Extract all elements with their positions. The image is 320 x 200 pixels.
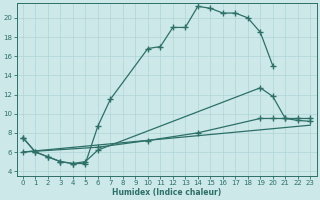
X-axis label: Humidex (Indice chaleur): Humidex (Indice chaleur) — [112, 188, 221, 197]
